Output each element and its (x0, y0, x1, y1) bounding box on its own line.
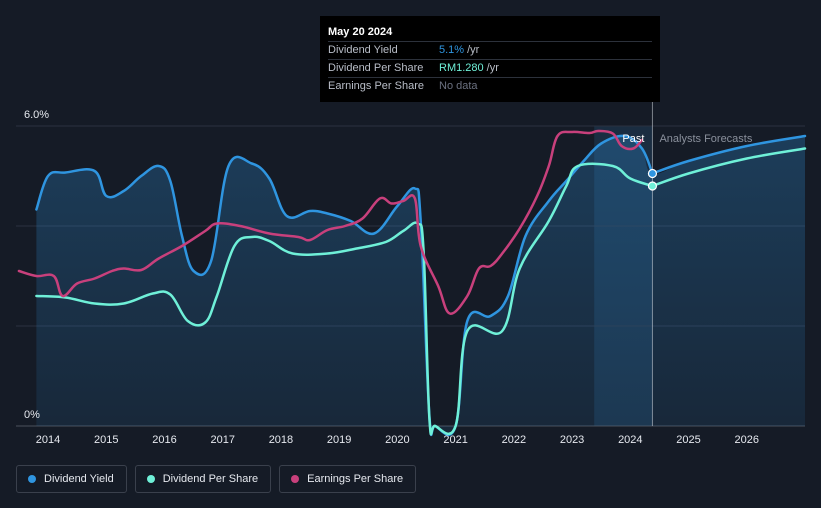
x-tick-label: 2026 (735, 434, 759, 446)
tooltip-row-earnings-per-share: Earnings Per Share No data (328, 78, 652, 95)
x-tick-label: 2014 (36, 434, 60, 446)
tooltip-unit: /yr (467, 44, 480, 56)
x-axis-ticks: 2014 2015 2016 2017 2018 2019 2020 2021 2022 2023… (36, 434, 759, 446)
dividend-per-share-marker (647, 181, 658, 191)
legend-label: Dividend Yield (44, 473, 114, 485)
forecast-region-label: Analysts Forecasts (659, 133, 752, 145)
legend-item-earnings-per-share[interactable]: Earnings Per Share (279, 465, 417, 493)
earnings-per-share-past-line (17, 129, 644, 315)
tooltip-date: May 20 2024 (328, 23, 652, 42)
dividend-per-share-past-line (35, 162, 654, 436)
hover-tooltip: May 20 2024 Dividend Yield 5.1% /yr Divi… (320, 16, 660, 102)
tooltip-label: Dividend Per Share (328, 62, 424, 74)
dividend-yield-area (36, 135, 805, 435)
series-lines (17, 129, 807, 437)
x-tick-label: 2025 (676, 434, 700, 446)
y-axis-bottom-label: 0% (24, 409, 40, 421)
tooltip-value: 5.1% (439, 44, 465, 56)
legend-dot-icon (146, 475, 155, 483)
tooltip-label: Dividend Yield (328, 44, 398, 56)
legend-label: Earnings Per Share (307, 473, 404, 485)
x-tick-label: 2021 (443, 434, 467, 446)
chart-legend: Dividend Yield Dividend Per Share Earnin… (16, 465, 417, 493)
tooltip-row-dividend-yield: Dividend Yield 5.1% /yr (328, 42, 652, 60)
x-tick-label: 2019 (327, 434, 351, 446)
tooltip-markers (647, 168, 658, 191)
x-tick-label: 2022 (502, 434, 526, 446)
x-tick-label: 2024 (618, 434, 642, 446)
legend-item-dividend-yield[interactable]: Dividend Yield (16, 465, 127, 493)
tooltip-value: No data (439, 80, 478, 92)
legend-dot-icon (291, 475, 300, 483)
tooltip-unit: /yr (486, 62, 499, 74)
x-tick-label: 2020 (385, 434, 409, 446)
legend-dot-icon (28, 475, 36, 483)
y-axis-top-label: 6.0% (24, 109, 49, 121)
chart-canvas: 6.0% 0% Past Analysts Forecasts 2014 2015… (16, 100, 807, 446)
x-tick-label: 2023 (560, 434, 584, 446)
past-region-label: Past (622, 133, 644, 145)
tooltip-label: Earnings Per Share (328, 80, 424, 92)
dividend-yield-marker (647, 168, 658, 179)
x-tick-label: 2015 (94, 434, 118, 446)
dividend-per-share-forecast-line (651, 147, 807, 188)
dividend-yield-forecast-line (651, 134, 807, 175)
x-tick-label: 2016 (152, 434, 176, 446)
tooltip-value: RM1.280 (439, 62, 484, 74)
legend-label: Dividend Per Share (162, 473, 259, 485)
x-tick-label: 2017 (210, 434, 234, 446)
legend-item-dividend-per-share[interactable]: Dividend Per Share (134, 465, 272, 493)
x-tick-label: 2018 (269, 434, 293, 446)
dividend-yield-past-line (35, 134, 654, 437)
tooltip-row-dividend-per-share: Dividend Per Share RM1.280 /yr (328, 60, 652, 78)
